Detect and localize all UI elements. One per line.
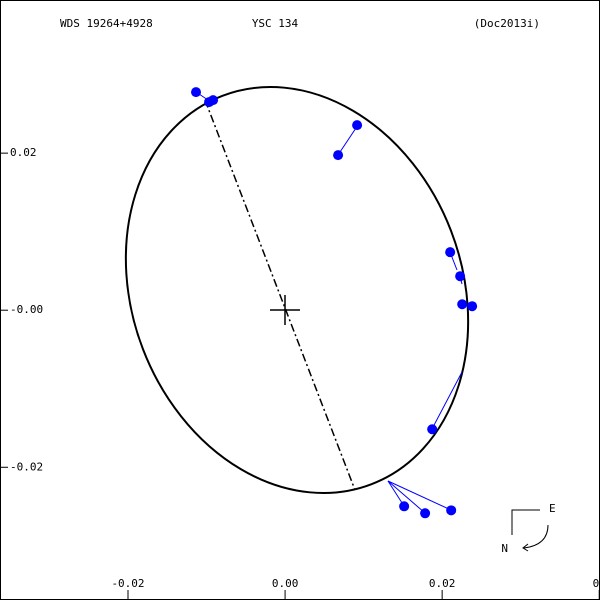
y-tick-label: -0.02: [10, 460, 43, 473]
observation: [191, 87, 202, 98]
observation: [420, 508, 431, 519]
line-of-nodes: [204, 99, 356, 491]
orbit: [124, 86, 470, 494]
observation: [446, 505, 457, 516]
header-right: (Doc2013i): [474, 17, 540, 30]
header-center: YSC 134: [252, 17, 299, 30]
y-tick-label: -0.00: [10, 303, 43, 316]
x-tick-label: 0.02: [429, 577, 456, 590]
observation: [399, 501, 410, 512]
observation: [455, 271, 466, 282]
primary-star: [270, 295, 300, 325]
observation: [427, 424, 438, 435]
observation: [352, 120, 363, 131]
compass: [511, 509, 549, 552]
compass-east: E: [549, 502, 556, 515]
x-tick-label: -0.02: [111, 577, 144, 590]
compass-north: N: [501, 542, 508, 555]
observation: [457, 299, 468, 310]
observation: [333, 150, 344, 161]
observation: [208, 95, 219, 106]
observation: [445, 247, 456, 258]
y-tick-label: 0.02: [10, 146, 37, 159]
x-tick-label: 0.00: [272, 577, 299, 590]
observation: [467, 301, 478, 312]
header-left: WDS 19264+4928: [60, 17, 153, 30]
x-tick-label: 0.: [593, 577, 600, 590]
